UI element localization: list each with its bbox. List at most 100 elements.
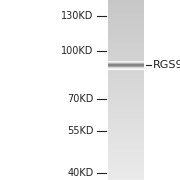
Bar (108, 110, 144, 111)
Bar (108, 178, 144, 179)
Bar (108, 75, 144, 76)
Bar (108, 105, 144, 106)
Bar (108, 3, 144, 4)
Bar (108, 170, 144, 171)
Bar (108, 47, 144, 48)
Bar (108, 17, 144, 18)
Bar (108, 23, 144, 24)
Bar (108, 112, 144, 113)
Bar (108, 122, 144, 123)
Text: 40KD: 40KD (67, 168, 94, 178)
Bar (108, 48, 144, 49)
Bar (108, 52, 144, 53)
Bar (108, 1, 144, 2)
Bar (108, 43, 144, 44)
Bar (108, 9, 144, 10)
Bar (108, 66, 144, 67)
Bar (108, 18, 144, 19)
Bar (108, 40, 144, 41)
Bar (108, 71, 144, 72)
Bar (108, 118, 144, 119)
Bar (108, 2, 144, 3)
Bar (108, 159, 144, 160)
Bar (108, 46, 144, 47)
Bar (108, 163, 144, 164)
Text: 100KD: 100KD (61, 46, 94, 56)
Text: 130KD: 130KD (61, 11, 94, 21)
Bar (108, 56, 144, 57)
Bar (108, 123, 144, 124)
Bar (108, 111, 144, 112)
Bar (108, 161, 144, 162)
Bar (108, 6, 144, 7)
Bar (108, 70, 144, 71)
Bar (108, 136, 144, 137)
Bar (108, 138, 144, 139)
Text: 70KD: 70KD (67, 94, 94, 104)
Bar (108, 21, 144, 22)
Bar (108, 153, 144, 154)
Bar (108, 92, 144, 93)
Bar (108, 62, 144, 63)
Bar (108, 41, 144, 42)
Bar (108, 140, 144, 141)
Bar (108, 81, 144, 82)
Bar (108, 132, 144, 133)
Bar (108, 36, 144, 37)
Bar (108, 103, 144, 104)
Bar (108, 90, 144, 91)
Bar (108, 26, 144, 27)
Bar (108, 85, 144, 86)
Bar (108, 106, 144, 107)
Bar (108, 149, 144, 150)
Bar (108, 83, 144, 84)
Bar (108, 32, 144, 33)
Bar (108, 95, 144, 96)
Bar (108, 130, 144, 131)
Bar (108, 121, 144, 122)
Bar (108, 31, 144, 32)
Bar (108, 113, 144, 114)
Text: 55KD: 55KD (67, 126, 94, 136)
Bar (108, 119, 144, 120)
Bar (108, 7, 144, 8)
Bar (108, 49, 144, 50)
Bar (108, 142, 144, 143)
Bar (108, 84, 144, 85)
Bar (108, 127, 144, 128)
Bar (108, 13, 144, 14)
Bar (108, 98, 144, 99)
Bar (108, 107, 144, 108)
Bar (108, 151, 144, 152)
Bar (108, 72, 144, 73)
Bar (108, 79, 144, 80)
Bar (108, 169, 144, 170)
Bar (108, 29, 144, 30)
Bar (108, 146, 144, 147)
Bar (108, 80, 144, 81)
Bar (108, 104, 144, 105)
Bar (108, 64, 144, 65)
Bar (108, 53, 144, 54)
Bar (108, 120, 144, 121)
Bar (108, 65, 144, 66)
Bar (108, 179, 144, 180)
Bar (108, 77, 144, 78)
Bar (108, 108, 144, 109)
Bar (108, 100, 144, 101)
Bar (108, 11, 144, 12)
Bar (108, 5, 144, 6)
Bar (108, 134, 144, 135)
Bar (108, 116, 144, 117)
Bar (108, 117, 144, 118)
Bar (108, 93, 144, 94)
Bar (108, 37, 144, 38)
Bar (108, 158, 144, 159)
Bar (108, 25, 144, 26)
Bar (108, 175, 144, 176)
Bar (108, 144, 144, 145)
Bar (108, 101, 144, 102)
Bar (108, 58, 144, 59)
Bar (108, 86, 144, 87)
Bar (108, 143, 144, 144)
